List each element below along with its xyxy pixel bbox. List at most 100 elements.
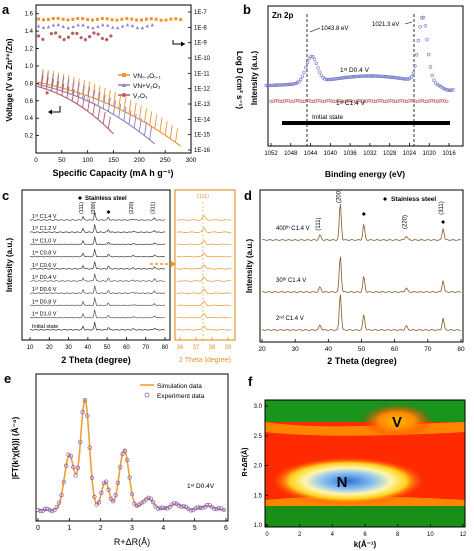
series-c14-b (269, 98, 449, 103)
gitt-relaxation (61, 83, 65, 96)
tick-label: 1.0 (254, 523, 263, 529)
data-point (401, 76, 405, 81)
experiment-point (54, 504, 59, 510)
data-point (338, 99, 342, 103)
data-point (394, 75, 398, 80)
data-point (371, 99, 376, 103)
tick-label: 36 (177, 345, 184, 351)
xlabel-e: R+ΔR(Å) (114, 537, 150, 547)
annot-pointer-1021-b (404, 21, 413, 25)
tick-label: 6 (363, 532, 367, 538)
tick-label: 0.8 (25, 81, 34, 87)
experiment-point (132, 501, 137, 506)
tick-label: 37 (193, 345, 200, 351)
experiment-point (103, 479, 109, 484)
data-point (304, 65, 308, 70)
tick-label: 70 (424, 346, 432, 353)
gitt-relaxation (66, 75, 70, 90)
data-point (92, 31, 96, 35)
data-point (420, 16, 424, 20)
data-point (345, 99, 349, 103)
panel-c: c 10 20 30 40 50 60 70 80 36 37 38 39 2 Theta (deg… (2, 188, 236, 365)
tick-label: 60 (123, 345, 130, 351)
experiment-point (120, 451, 125, 457)
data-point (314, 61, 318, 65)
data-point (115, 18, 119, 22)
data-point (291, 99, 295, 103)
panel-letter-c: c (2, 188, 9, 203)
data-point (267, 83, 272, 88)
gitt-relaxation (169, 124, 173, 139)
tick-label: 1040 (324, 151, 338, 157)
data-point (313, 99, 318, 103)
data-point (449, 88, 453, 92)
gitt-relaxation (92, 89, 96, 104)
xrd-pattern (29, 322, 166, 331)
experiment-point (179, 504, 184, 509)
tick-label: 80 (162, 345, 169, 351)
data-point (369, 74, 374, 78)
data-point (286, 82, 291, 87)
tick-label: 1E-16 (194, 148, 211, 154)
data-point (54, 31, 58, 35)
data-point (380, 74, 384, 79)
data-point (374, 99, 378, 103)
ylabel-right-a: Log D (cm² s⁻¹) (235, 51, 244, 109)
data-point (140, 26, 145, 30)
experiment-point (216, 506, 222, 511)
tick-label: 2 (99, 525, 103, 532)
data-point (413, 64, 417, 68)
experiment-point (129, 491, 135, 497)
gitt-relaxation (175, 128, 178, 143)
data-point (397, 76, 401, 80)
gitt-relaxation (82, 95, 85, 108)
tick-label: 2 (298, 532, 302, 538)
data-point (83, 38, 87, 42)
tick-label: 3.0 (254, 404, 263, 410)
state-label: Initial state (32, 324, 58, 330)
tick-label: 50 (58, 157, 66, 164)
data-point (125, 23, 130, 27)
peak-label: (200) (91, 201, 97, 214)
gitt-relaxation (149, 111, 153, 126)
data-point (81, 17, 85, 21)
data-point (105, 37, 109, 42)
data-point (111, 25, 115, 29)
data-point (428, 65, 433, 69)
data-point (385, 99, 389, 103)
experiment-point (59, 492, 64, 498)
data-point (402, 77, 407, 81)
gitt-relaxation (133, 102, 137, 117)
data-point (96, 24, 100, 28)
experiment-point (155, 506, 161, 511)
legend-d: Stainless steel (383, 196, 436, 203)
data-point (37, 17, 41, 21)
gitt-relaxation (45, 72, 49, 87)
xlabel-c-zoom: 2 Theta (degree) (179, 357, 231, 364)
gitt-relaxation (128, 99, 132, 114)
tick-label: 39 (225, 345, 232, 351)
data-point (423, 24, 427, 28)
contour-bottom-green-f (265, 506, 465, 527)
label-d04-b: 1ˢᵗ D0.4 V (340, 67, 370, 74)
data-point (356, 99, 360, 103)
data-point (352, 74, 356, 79)
tick-label: 4 (161, 525, 165, 532)
gitt-relaxation (97, 91, 101, 107)
xrd-zoom-pattern (176, 227, 232, 233)
data-point (109, 34, 113, 38)
xrd-pattern (29, 248, 166, 258)
data-point (331, 99, 335, 103)
gitt-relaxation (87, 86, 91, 102)
tick-label: 250 (160, 157, 171, 164)
data-point (425, 37, 429, 42)
data-point (86, 18, 90, 22)
data-point (404, 77, 408, 81)
tick-label: 1016 (442, 151, 456, 157)
gitt-relaxation (97, 85, 101, 100)
tick-label: 70 (142, 345, 149, 351)
experiment-point (108, 496, 114, 501)
data-point (366, 74, 370, 78)
data-point (281, 83, 286, 87)
data-point (154, 17, 158, 21)
